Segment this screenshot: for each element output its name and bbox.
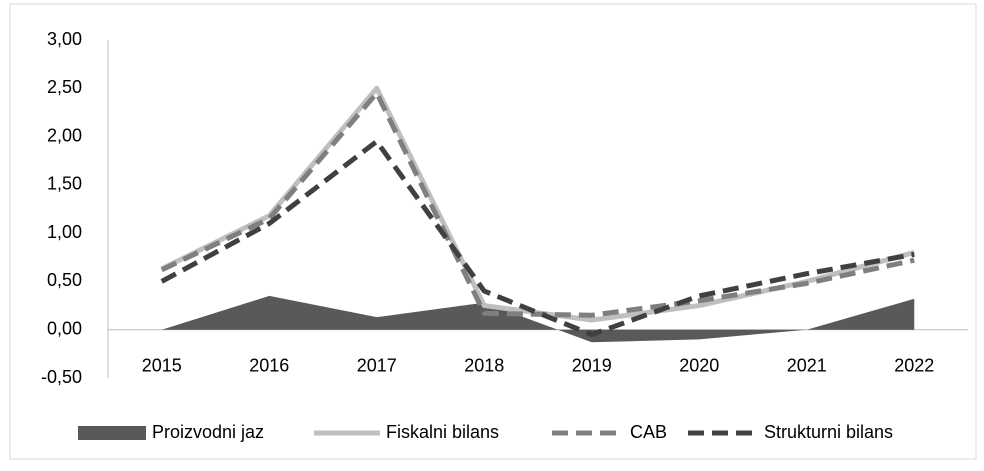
y-tick-label: 0,00 [47,318,82,338]
legend-label: Proizvodni jaz [152,422,264,442]
x-tick-label: 2017 [357,355,397,375]
y-tick-label: 3,00 [47,29,82,49]
x-tick-label: 2022 [894,355,934,375]
y-tick-label: 2,00 [47,125,82,145]
legend-label: Fiskalni bilans [386,422,499,442]
x-tick-label: 2019 [572,355,612,375]
legend-label: CAB [630,422,667,442]
legend-label: Strukturni bilans [764,422,893,442]
line [160,138,915,338]
y-tick-label: 1,00 [47,222,82,242]
y-tick-label: -0,50 [41,367,82,387]
x-tick-label: 2021 [787,355,827,375]
x-tick-label: 2018 [464,355,504,375]
y-tick-label: 0,50 [47,270,82,290]
x-tick-label: 2015 [142,355,182,375]
x-tick-label: 2020 [679,355,719,375]
y-tick-label: 2,50 [47,77,82,97]
x-tick-label: 2016 [249,355,289,375]
area [161,295,915,343]
line [160,90,915,318]
y-tick-label: 1,50 [47,174,82,194]
chart-border [9,3,977,460]
legend-swatch [78,426,146,440]
